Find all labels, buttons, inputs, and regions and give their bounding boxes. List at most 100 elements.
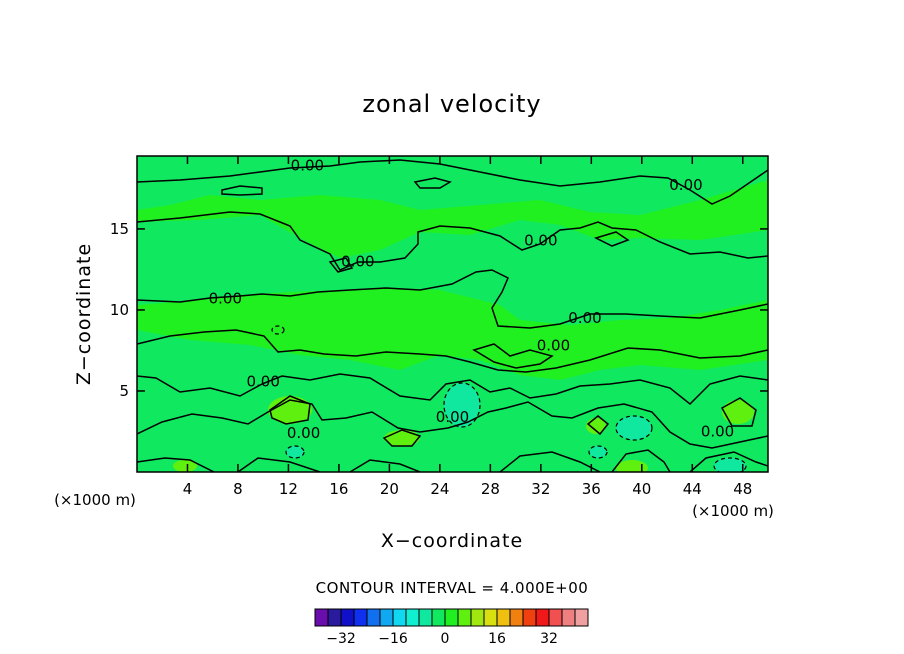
shaded-region	[286, 446, 304, 458]
x-tick-label: 36	[582, 480, 601, 498]
contour-line	[137, 159, 768, 205]
contour-line	[443, 382, 481, 428]
contour-line	[593, 231, 630, 247]
shaded-region	[722, 400, 754, 424]
colorbar-swatch	[483, 608, 498, 627]
contour-label: 0.00	[341, 252, 374, 270]
shaded-region	[589, 446, 607, 458]
contour-line	[237, 457, 321, 472]
shaded-region	[714, 458, 746, 472]
contour-label: 0.00	[701, 422, 734, 440]
contour-label: 0.00	[568, 309, 601, 327]
x-tick-label: 32	[531, 480, 550, 498]
shaded-region	[616, 416, 652, 440]
x-tick-label: 40	[632, 480, 651, 498]
x-tick-label: 24	[430, 480, 449, 498]
x-tick-label: 48	[733, 480, 752, 498]
colorbar-tick-label: 32	[540, 631, 558, 647]
contour-line	[713, 457, 747, 472]
shaded-region	[444, 383, 480, 427]
contour-line	[328, 257, 354, 273]
colorbar-swatch	[548, 608, 563, 627]
colorbar-swatch	[457, 608, 472, 627]
x-tick-label: 4	[183, 480, 193, 498]
contour-line	[285, 445, 305, 459]
contour-line	[689, 451, 768, 472]
contour-label: 0.00	[537, 337, 570, 355]
contour-label: 0.00	[287, 424, 320, 442]
contour-line	[720, 397, 757, 427]
negative-contour-lines	[271, 325, 747, 472]
contour-label: 0.00	[524, 231, 557, 249]
y-axis: 5 10 15	[110, 220, 768, 400]
x-tick-label: 8	[233, 480, 243, 498]
colorbar-swatch	[366, 608, 381, 627]
x-tick-label: 28	[481, 480, 500, 498]
colorbar-swatch	[418, 608, 433, 627]
contour-line	[349, 459, 421, 472]
x-tick-label: 16	[329, 480, 348, 498]
colorbar-swatch	[522, 608, 537, 627]
contour-line	[137, 211, 768, 271]
contour-line	[472, 343, 554, 369]
colorbar-tick-label: 0	[441, 631, 450, 647]
x-unit-label-right: (×1000 m)	[692, 502, 774, 520]
x-tick-label: 20	[380, 480, 399, 498]
colorbar-swatch	[314, 608, 329, 627]
contour-line	[137, 399, 768, 449]
contour-label: 0.00	[291, 157, 324, 175]
contour-line	[615, 415, 653, 441]
chart-title: zonal velocity	[362, 90, 541, 118]
contour-interval-label: CONTOUR INTERVAL = 4.000E+00	[316, 579, 589, 597]
x-tick-label: 12	[279, 480, 298, 498]
contour-line	[137, 269, 768, 329]
x-axis: 4 8 12 16 20 24 28 32 36 40 44 48	[183, 156, 752, 498]
contour-line	[271, 325, 285, 335]
x-unit-label-left: (×1000 m)	[54, 491, 136, 509]
contour-label: 0.00	[436, 408, 469, 426]
colorbar-swatch	[496, 608, 511, 627]
colorbar-ticks: −32 −16 0 16 32	[326, 631, 558, 647]
contour-line	[382, 429, 422, 447]
y-axis-label: Z−coordinate	[73, 243, 95, 385]
contour-line	[586, 415, 610, 436]
contour-line	[221, 185, 263, 196]
colorbar-swatch	[561, 608, 576, 627]
contour-line	[137, 373, 768, 406]
colorbar-swatch	[392, 608, 407, 627]
colorbar-swatch	[574, 608, 589, 627]
y-tick-label: 15	[110, 220, 129, 238]
colorbar-swatch	[327, 608, 342, 627]
contour-line	[269, 395, 311, 425]
contour-label: 0.00	[209, 290, 242, 308]
plot-area: 0.00 0.00 0.00 0.00 0.00 0.00 0.00 0.00 0.00 0.00…	[137, 156, 768, 472]
x-tick-label: 44	[683, 480, 702, 498]
contour-line	[413, 177, 452, 189]
contour-label: 0.00	[669, 176, 702, 194]
colorbar-swatch	[379, 608, 394, 627]
colorbar-swatch	[431, 608, 446, 627]
contour-line	[137, 329, 768, 373]
colorbar-swatch	[340, 608, 355, 627]
contour-line	[137, 457, 215, 472]
colorbar-tick-label: 16	[488, 631, 506, 647]
colorbar-swatch	[405, 608, 420, 627]
x-axis-label: X−coordinate	[381, 530, 523, 552]
colorbar-swatch	[509, 608, 524, 627]
shaded-region	[173, 460, 197, 472]
contour-line	[611, 449, 671, 472]
y-tick-label: 10	[110, 301, 129, 319]
contour-label: 0.00	[246, 372, 279, 390]
colorbar-swatch	[535, 608, 550, 627]
colorbar-swatch	[353, 608, 368, 627]
colorbar	[314, 608, 589, 627]
plot-frame	[136, 155, 769, 473]
colorbar-swatch	[444, 608, 459, 627]
colorbar-tick-label: −32	[326, 631, 356, 647]
colorbar-tick-label: −16	[378, 631, 408, 647]
shaded-region	[616, 460, 648, 472]
shaded-region	[137, 156, 768, 215]
contour-labels: 0.00 0.00 0.00 0.00 0.00 0.00 0.00 0.00 0.00 0.00…	[209, 157, 735, 442]
colorbar-swatch	[470, 608, 485, 627]
